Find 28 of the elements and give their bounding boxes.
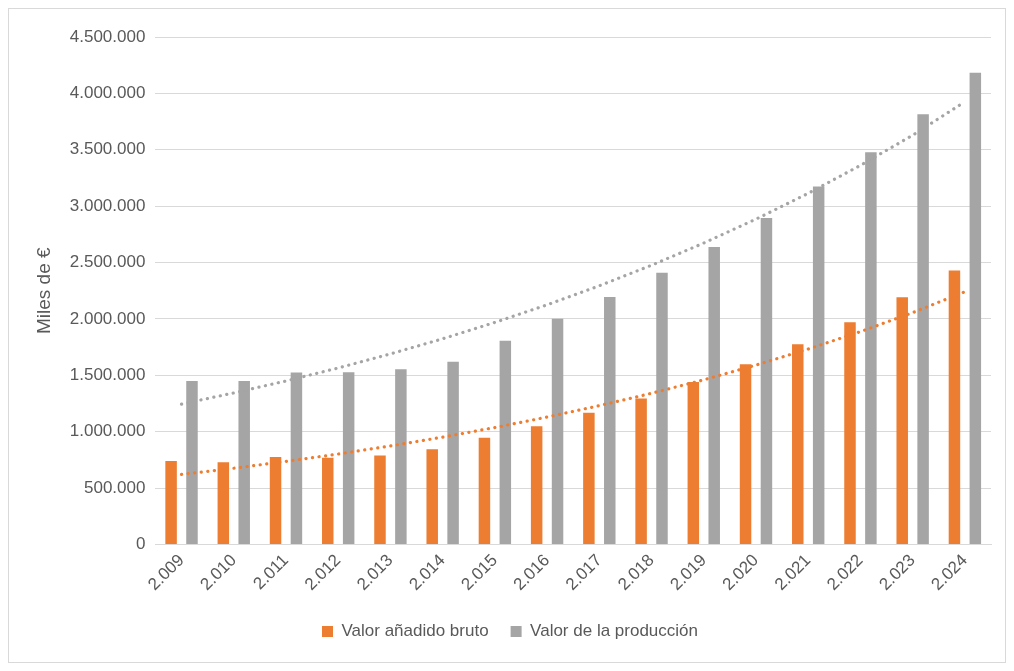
bar [165, 461, 177, 544]
bar [969, 72, 982, 544]
bar [551, 318, 564, 544]
bar [342, 372, 355, 544]
bar [583, 412, 595, 544]
y-tick-label: 3.000.000 [69, 195, 146, 215]
bar [604, 296, 616, 544]
bar [656, 272, 668, 544]
bar [395, 369, 407, 544]
y-tick-label: 3.500.000 [69, 139, 146, 159]
bar [708, 246, 720, 544]
y-tick-label: 500.000 [83, 477, 146, 497]
y-tick-label: 1.000.000 [69, 421, 146, 441]
bar [499, 340, 512, 544]
bar [447, 361, 459, 544]
y-tick-label: 4.000.000 [69, 83, 146, 103]
y-tick-label: 2.000.000 [69, 308, 146, 328]
bar [530, 426, 543, 544]
legend-label: Valor añadido bruto [341, 621, 489, 641]
bar [426, 449, 438, 544]
bar [478, 437, 491, 544]
y-tick-label: 1.500.000 [69, 365, 146, 385]
legend-label: Valor de la producción [530, 621, 699, 641]
bar [374, 455, 386, 544]
y-tick-label: 2.500.000 [69, 252, 146, 272]
y-axis-title: Miles de € [32, 247, 54, 335]
y-tick-label: 0 [135, 534, 146, 554]
y-tick-label: 4.500.000 [69, 26, 146, 46]
